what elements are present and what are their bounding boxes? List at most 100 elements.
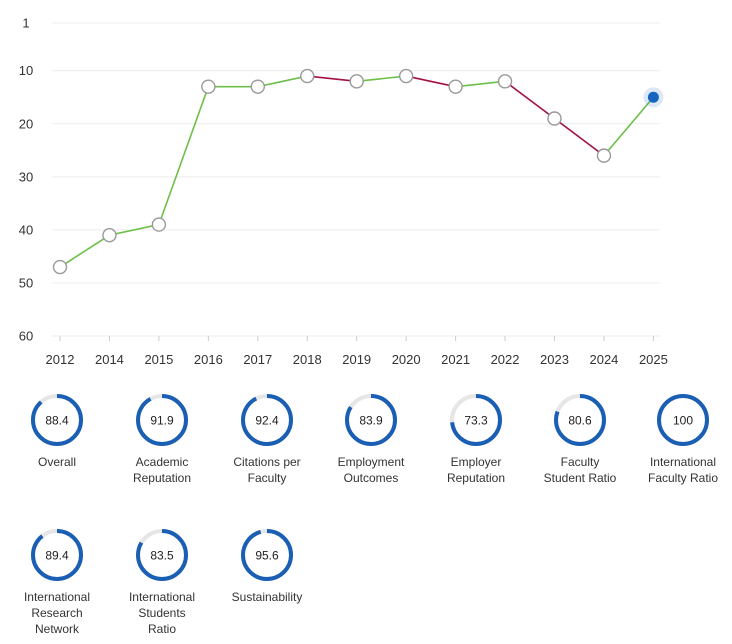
score-value: 100 — [673, 414, 693, 428]
chart-grid — [52, 22, 660, 337]
score-ring: 83.5 — [136, 529, 188, 581]
score-ring: 88.4 — [31, 394, 83, 446]
data-point[interactable] — [250, 79, 265, 94]
y-tick-label: 20 — [19, 116, 33, 131]
metric-overall[interactable]: 88.4 Overall — [0, 392, 117, 470]
score-value: 83.9 — [359, 414, 383, 428]
y-tick-label: 10 — [19, 63, 33, 78]
metric-employment-outcomes[interactable]: 83.9 Employment Outcomes — [311, 392, 431, 486]
x-tick-label: 2021 — [441, 352, 470, 367]
metric-citations-per-faculty[interactable]: 92.4 Citations per Faculty — [207, 392, 327, 486]
score-ring: 80.6 — [554, 394, 606, 446]
line-segment — [109, 223, 160, 236]
metric-international-faculty-ratio[interactable]: 100 International Faculty Ratio — [623, 392, 732, 486]
x-tick-label: 2023 — [540, 352, 569, 367]
score-value: 92.4 — [255, 414, 279, 428]
metric-label: Employment Outcomes — [337, 455, 405, 485]
line-segment — [257, 75, 308, 88]
x-tick-label: 2025 — [639, 352, 668, 367]
line-segment — [307, 75, 357, 83]
rank-points[interactable] — [52, 68, 664, 275]
score-value: 89.4 — [45, 549, 69, 563]
data-point[interactable] — [349, 74, 364, 89]
metric-label: International Research Network — [23, 590, 91, 636]
y-tick-label: 60 — [19, 329, 33, 344]
data-point[interactable] — [497, 74, 513, 89]
metric-international-students-ratio[interactable]: 83.5 International Students Ratio — [102, 527, 222, 637]
score-value: 80.6 — [568, 414, 592, 428]
line-segment — [158, 86, 210, 225]
ring-progress — [554, 394, 606, 446]
y-axis: 1 10 20 30 40 50 60 — [19, 16, 33, 344]
y-tick-label: 30 — [19, 169, 33, 184]
ring-progress — [657, 394, 709, 446]
x-tick-label: 2024 — [589, 352, 618, 367]
line-segment — [405, 75, 456, 88]
x-tick-label: 2018 — [293, 352, 322, 367]
data-point[interactable] — [300, 68, 315, 84]
current-data-point[interactable] — [647, 91, 659, 103]
x-tick-label: 2015 — [144, 352, 173, 367]
ring-progress — [241, 394, 293, 446]
line-segment — [59, 234, 110, 268]
line-segment — [603, 96, 655, 157]
metric-employer-reputation[interactable]: 73.3 Employer Reputation — [416, 392, 536, 486]
x-tick-label: 2022 — [491, 352, 520, 367]
x-tick-label: 2016 — [194, 352, 223, 367]
metric-faculty-student-ratio[interactable]: 80.6 Faculty Student Ratio — [520, 392, 640, 486]
score-ring: 92.4 — [241, 394, 293, 446]
metric-label: Overall — [37, 455, 76, 469]
y-tick-label: 50 — [19, 275, 33, 290]
x-axis: 2012 2014 2015 2016 2017 2018 2019 2020 2021 2022… — [46, 336, 668, 367]
metric-label: International Faculty Ratio — [647, 455, 719, 485]
x-tick-label: 2014 — [95, 352, 124, 367]
metric-label: Faculty Student Ratio — [543, 455, 617, 485]
ring-progress — [136, 529, 188, 581]
line-segment — [554, 117, 605, 157]
ring-progress — [241, 529, 293, 581]
rank-line — [59, 75, 655, 268]
score-value: 95.6 — [255, 549, 279, 563]
data-point[interactable] — [448, 79, 463, 94]
metric-label: Employer Reputation — [446, 455, 506, 485]
data-point[interactable] — [547, 111, 562, 126]
score-ring: 100 — [657, 394, 709, 446]
score-ring: 91.9 — [136, 394, 188, 446]
score-value: 73.3 — [464, 414, 488, 428]
metric-label: Academic Reputation — [132, 455, 192, 485]
score-value: 83.5 — [150, 549, 174, 563]
metric-label: International Students Ratio — [128, 590, 196, 636]
x-tick-label: 2017 — [243, 352, 272, 367]
metric-international-research-network[interactable]: 89.4 International Research Network — [0, 527, 117, 637]
line-segment — [455, 80, 506, 88]
data-point[interactable] — [201, 79, 216, 94]
score-value: 91.9 — [150, 414, 174, 428]
y-tick-label: 40 — [19, 222, 33, 237]
line-segment — [504, 80, 555, 120]
data-point[interactable] — [596, 148, 612, 163]
data-point[interactable] — [151, 217, 167, 232]
score-ring: 83.9 — [345, 394, 397, 446]
metric-academic-reputation[interactable]: 91.9 Academic Reputation — [102, 392, 222, 486]
ring-progress — [450, 394, 502, 446]
x-tick-label: 2019 — [342, 352, 371, 367]
ring-progress — [136, 394, 188, 446]
score-value: 88.4 — [45, 414, 69, 428]
data-point[interactable] — [398, 68, 414, 84]
score-ring: 73.3 — [450, 394, 502, 446]
x-tick-label: 2020 — [392, 352, 421, 367]
score-ring: 95.6 — [241, 529, 293, 581]
ring-progress — [31, 529, 83, 581]
ring-progress — [345, 394, 397, 446]
data-point[interactable] — [102, 228, 117, 243]
data-point[interactable] — [52, 259, 68, 275]
y-tick-label: 1 — [22, 16, 29, 31]
metric-label: Citations per Faculty — [233, 455, 301, 485]
x-tick-label: 2012 — [46, 352, 75, 367]
metric-sustainability[interactable]: 95.6 Sustainability — [207, 527, 327, 605]
metric-label: Sustainability — [231, 590, 303, 604]
line-segment — [356, 75, 407, 83]
score-ring: 89.4 — [31, 529, 83, 581]
ring-progress — [31, 394, 83, 446]
